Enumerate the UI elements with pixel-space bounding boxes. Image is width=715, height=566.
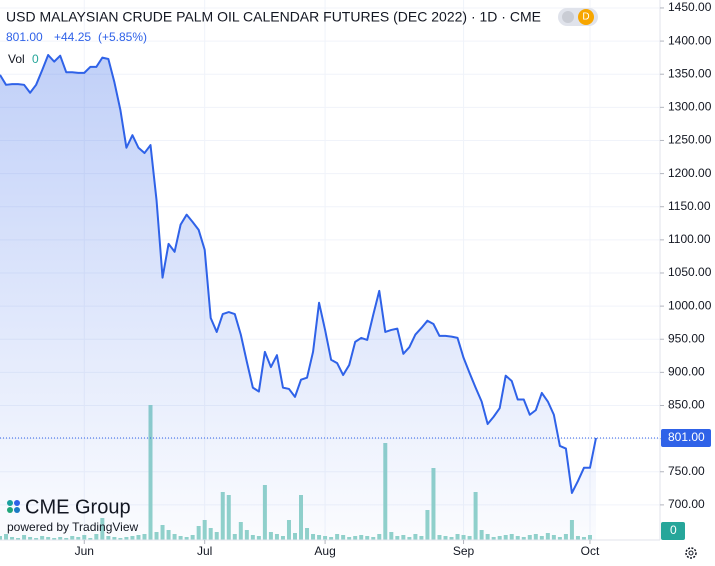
change-pct: (+5.85%) [98, 30, 147, 44]
y-tick-label: 1300.00 [668, 100, 712, 114]
last-volume-box [661, 522, 685, 540]
y-tick-label: 900.00 [668, 365, 705, 379]
change: +44.25 [54, 30, 91, 44]
area-fill [0, 54, 596, 541]
x-tick-label: Oct [581, 544, 600, 558]
x-tick-label: Jul [197, 544, 212, 558]
last-price-label: 801.00 [668, 430, 705, 444]
last-price: 801.00 [6, 30, 43, 44]
price-pane [0, 53, 660, 541]
settings-icon[interactable] [685, 547, 697, 559]
y-tick-label: 1000.00 [668, 298, 712, 312]
last-volume-label: 0 [670, 523, 677, 537]
price-line [0, 53, 597, 494]
y-tick-label: 750.00 [668, 464, 705, 478]
axes: 700.00750.00800.00850.00900.00950.001000… [75, 0, 712, 558]
x-tick-label: Jun [75, 544, 94, 558]
y-tick-label: 700.00 [668, 497, 705, 511]
settings-hub [688, 550, 694, 556]
logo: CME Group powered by TradingView [7, 496, 139, 534]
y-tick-label: 850.00 [668, 398, 705, 412]
y-tick-label: 1150.00 [668, 199, 711, 213]
y-tick-label: 950.00 [668, 331, 705, 345]
volume-title: Vol [8, 52, 25, 66]
settings[interactable] [685, 547, 697, 559]
logo-dot [7, 500, 13, 506]
y-tick-label: 1100.00 [668, 232, 711, 246]
y-tick-label: 1250.00 [668, 133, 712, 147]
y-tick-label: 1200.00 [668, 166, 712, 180]
powered-by: powered by TradingView [7, 520, 139, 534]
last-price-box [661, 428, 711, 447]
x-tick-label: Aug [314, 544, 335, 558]
chart-title: USD MALAYSIAN CRUDE PALM OIL CALENDAR FU… [6, 9, 541, 25]
logo-dot [14, 507, 20, 513]
logo-dot [7, 507, 13, 513]
y-tick-label: 1050.00 [668, 265, 712, 279]
volume-value: 0 [32, 52, 39, 66]
brand: CME Group [25, 496, 131, 518]
x-tick-label: Sep [453, 544, 475, 558]
delay-badge [578, 9, 594, 25]
y-tick-label: 1350.00 [668, 66, 712, 80]
toggle[interactable]: D [558, 8, 598, 26]
y-tick-label: 1450.00 [668, 0, 712, 14]
y-tick-label: 1400.00 [668, 33, 712, 47]
logo-dot [14, 500, 20, 506]
delay-letter: D [582, 12, 589, 23]
toggle-knob [562, 11, 574, 23]
